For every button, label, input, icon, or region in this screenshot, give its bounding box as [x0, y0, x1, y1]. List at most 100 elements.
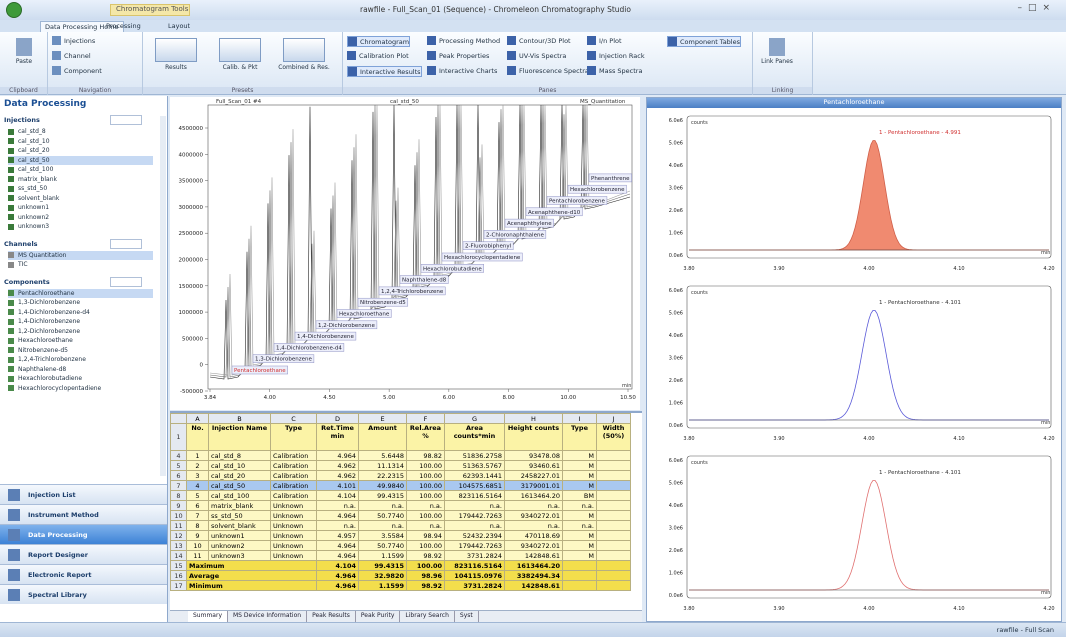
list-item[interactable]: 1,3-Dichlorobenzene [8, 298, 153, 307]
data-row[interactable]: 11 8 solvent_blank Unknown n.a. n.a. n.a. n.a. n… [170, 520, 631, 531]
ribbon-button[interactable]: UV-Vis Spectra [507, 51, 566, 60]
nav-button[interactable]: Instrument Method [0, 504, 167, 524]
ribbon-button[interactable]: Component [52, 66, 102, 75]
ribbon-tab[interactable]: Layout [168, 22, 191, 30]
list-item[interactable]: unknown3 [8, 222, 153, 231]
list-item[interactable]: cal_std_100 [8, 165, 153, 174]
data-cell: 2458227.01 [504, 470, 563, 481]
ribbon-group-label: Navigation [48, 87, 142, 94]
button-label: Channel [64, 51, 91, 60]
ribbon-button[interactable]: Processing Method [427, 36, 500, 45]
data-cell: 823116.5164 [444, 490, 505, 501]
ribbon-button[interactable]: Paste [4, 36, 44, 65]
x-tick-label: 4.50 [323, 395, 336, 401]
item-icon [8, 138, 14, 144]
data-cell: 3.5584 [358, 530, 407, 541]
ribbon-button[interactable]: Fluorescence Spectra [507, 66, 589, 75]
nav-button[interactable]: Report Designer [0, 544, 167, 564]
list-item[interactable]: ss_std_50 [8, 184, 153, 193]
ribbon-button[interactable]: Contour/3D Plot [507, 36, 571, 45]
item-label: solvent_blank [18, 194, 60, 202]
y-tick-label: 0.0e6 [669, 593, 683, 599]
ribbon-button[interactable]: Peak Properties [427, 51, 489, 60]
list-item[interactable]: unknown2 [8, 213, 153, 222]
list-item[interactable]: 1,4-Dichlorobenzene-d4 [8, 308, 153, 317]
nav-button[interactable]: Injection List [0, 484, 167, 504]
list-item[interactable]: Pentachloroethane [8, 288, 153, 298]
ribbon-button[interactable]: Interactive Results [347, 66, 422, 77]
ribbon-button[interactable]: Chromatogram [347, 36, 411, 47]
ribbon-tab[interactable]: Processing [106, 22, 141, 30]
results-table: A B C D E F G H I J 1 No. Injection Name Type Ret.Time… [170, 413, 631, 591]
list-item[interactable]: cal_std_20 [8, 146, 153, 155]
ribbon-button[interactable]: I/n Plot [587, 36, 622, 45]
list-item[interactable]: cal_std_50 [8, 155, 153, 165]
sheet-tab[interactable]: Library Search [400, 611, 455, 622]
ribbon-button[interactable]: Combined & Res. [275, 36, 333, 71]
list-item[interactable]: Hexachlorobutadiene [8, 374, 153, 383]
list-item[interactable]: cal_std_10 [8, 137, 153, 146]
list-item[interactable]: cal_std_8 [8, 127, 153, 136]
sheet-tab[interactable]: Summary [188, 611, 228, 622]
data-row[interactable]: 10 7 ss_std_50 Unknown 4.964 50.7740 100.00 179… [170, 510, 631, 521]
ribbon-tab[interactable]: Data Processing Home [40, 21, 124, 32]
ribbon-button[interactable]: Injection Rack [587, 51, 645, 60]
item-icon [8, 176, 14, 182]
ribbon-button[interactable]: Channel [52, 51, 91, 60]
list-item[interactable]: MS Quantitation [8, 250, 153, 260]
list-item[interactable]: unknown1 [8, 203, 153, 212]
row-number: 1 [170, 423, 187, 451]
data-row[interactable]: 5 2 cal_std_10 Calibration 4.962 11.1314 100.0… [170, 460, 631, 471]
nav-button[interactable]: Spectral Library [0, 584, 167, 604]
data-row[interactable]: 14 11 unknown3 Unknown 4.964 1.1599 98.92 3731.… [170, 550, 631, 561]
list-item[interactable]: Nitrobenzene-d5 [8, 346, 153, 355]
sheet-tab[interactable]: Peak Purity [356, 611, 401, 622]
list-item[interactable]: 1,2,4-Trichlorobenzene [8, 355, 153, 364]
sheet-tab[interactable]: Peak Results [307, 611, 356, 622]
x-tick-label: 4.00 [264, 395, 277, 401]
button-icon [347, 51, 356, 60]
sheet-tab[interactable]: Syst [455, 611, 479, 622]
list-item[interactable]: Naphthalene-d8 [8, 365, 153, 374]
list-item[interactable]: Hexachlorocyclopentadiene [8, 384, 153, 393]
data-row[interactable]: 7 4 cal_std_50 Calibration 4.101 49.9840 100.0… [170, 480, 631, 491]
sheet-tab[interactable]: MS Device Information [228, 611, 308, 622]
data-row[interactable]: 8 5 cal_std_100 Calibration 4.104 99.4315 100.… [170, 490, 631, 501]
ribbon-button[interactable]: Interactive Charts [427, 66, 497, 75]
ribbon-button[interactable]: Link Panes [757, 36, 797, 65]
button-icon [769, 38, 785, 56]
data-row[interactable]: 12 9 unknown1 Unknown 4.957 3.5584 98.94 52432.… [170, 530, 631, 541]
ribbon-button[interactable]: Calib. & Pkt [211, 36, 269, 71]
list-item[interactable]: Hexachloroethane [8, 336, 153, 345]
data-cell: 11.1314 [358, 460, 407, 471]
ribbon-group-label: Clipboard [0, 87, 47, 94]
list-item[interactable]: matrix_blank [8, 175, 153, 184]
data-row[interactable]: 6 3 cal_std_20 Calibration 4.962 22.2315 100.0… [170, 470, 631, 481]
list-item[interactable]: 1,4-Dichlorobenzene [8, 317, 153, 326]
list-item[interactable]: solvent_blank [8, 194, 153, 203]
y-tick-label: 1.0e6 [669, 401, 683, 407]
data-cell: 10 [186, 540, 209, 551]
ribbon-button[interactable]: Results [147, 36, 205, 71]
data-row[interactable]: 13 10 unknown2 Unknown 4.964 50.7740 100.00 179… [170, 540, 631, 551]
data-cell: 4.964 [316, 550, 359, 561]
ribbon-button[interactable]: Injections [52, 36, 95, 45]
button-icon [52, 36, 61, 45]
peak-label-text: Acenaphthylene [507, 221, 552, 227]
list-item[interactable]: 1,2-Dichlorobenzene [8, 327, 153, 336]
data-row[interactable]: 9 6 matrix_blank Unknown n.a. n.a. n.a. n.a. n.a… [170, 500, 631, 511]
button-icon [52, 51, 61, 60]
data-row[interactable]: 4 1 cal_std_8 Calibration 4.964 5.6448 98.82 51… [170, 450, 631, 461]
ribbon-button[interactable]: Component Tables [667, 36, 741, 47]
ribbon-button[interactable]: Calibration Plot [347, 51, 409, 60]
nav-label: Data Processing [28, 530, 88, 539]
scrollbar [160, 116, 166, 476]
nav-button[interactable]: Data Processing [0, 524, 167, 544]
ribbon-button[interactable]: Mass Spectra [587, 66, 642, 75]
list-item[interactable]: TIC [8, 260, 153, 269]
y-tick-label: 3000000 [179, 205, 204, 211]
x-unit: min [1041, 250, 1050, 256]
button-label: Fluorescence Spectra [519, 66, 589, 75]
summary-cell: 98.92 [406, 580, 445, 591]
nav-button[interactable]: Electronic Report [0, 564, 167, 584]
